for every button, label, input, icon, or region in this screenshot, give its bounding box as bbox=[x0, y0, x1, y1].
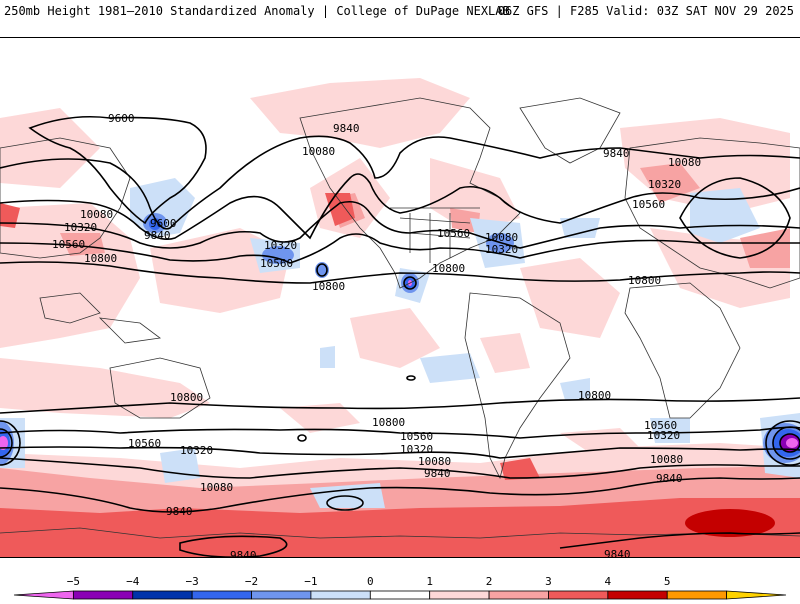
contour-label: 10560 bbox=[644, 419, 677, 432]
anomaly-map: 9600 9840 10080 10080 10320 10560 10800 … bbox=[0, 37, 800, 558]
contour-label: 10800 bbox=[372, 416, 405, 429]
contour-label: 10560 bbox=[437, 227, 470, 240]
contour-label: 10320 bbox=[180, 444, 213, 457]
contour-label: 10080 bbox=[650, 453, 683, 466]
contour-label: 10080 bbox=[302, 145, 335, 158]
negative-anomaly-extreme bbox=[0, 280, 800, 452]
colorbar-cells bbox=[13, 590, 787, 600]
colorbar-tick-label: 4 bbox=[605, 575, 612, 588]
colorbar-tick-label: 2 bbox=[486, 575, 493, 588]
contour-label: 10320 bbox=[264, 239, 297, 252]
contour-label: 10320 bbox=[485, 243, 518, 256]
colorbar-cell bbox=[251, 590, 312, 600]
colorbar-tick-label: −3 bbox=[186, 575, 199, 588]
contour-label: 9600 bbox=[108, 112, 135, 125]
colorbar-tick-label: −1 bbox=[304, 575, 317, 588]
contour-labels: 9600 9840 10080 10080 10320 10560 10800 … bbox=[52, 112, 701, 558]
contour-label: 10320 bbox=[400, 443, 433, 456]
contour-label: 10560 bbox=[128, 437, 161, 450]
colorbar-cell bbox=[607, 590, 668, 600]
colorbar-tick-label: −4 bbox=[126, 575, 140, 588]
contour-label: 10320 bbox=[647, 429, 680, 442]
model-valid-time: 06Z GFS | F285 Valid: 03Z SAT NOV 29 202… bbox=[497, 4, 794, 18]
contour-label: 9840 bbox=[603, 147, 630, 160]
height-contours bbox=[0, 116, 800, 557]
colorbar-tick-label: 0 bbox=[367, 575, 374, 588]
positive-anomaly-max bbox=[685, 509, 775, 537]
contour-label: 10800 bbox=[432, 262, 465, 275]
contour-label: 10800 bbox=[84, 252, 117, 265]
colorbar-cell bbox=[548, 590, 609, 600]
colorbar-tick-label: −5 bbox=[67, 575, 80, 588]
contour-label: 9840 bbox=[656, 472, 683, 485]
colorbar-cell bbox=[666, 590, 728, 600]
contour-label: 10080 bbox=[200, 481, 233, 494]
contour-label: 9840 bbox=[604, 548, 631, 558]
contour-label: 9840 bbox=[333, 122, 360, 135]
contour-label: 10560 bbox=[400, 430, 433, 443]
colorbar-cell bbox=[488, 590, 549, 600]
map-title: 250mb Height 1981–2010 Standardized Anom… bbox=[4, 4, 510, 18]
contour-label: 10560 bbox=[632, 198, 665, 211]
colorbar-cell bbox=[369, 590, 431, 600]
contour-label: 10800 bbox=[578, 389, 611, 402]
contour-label: 10080 bbox=[80, 208, 113, 221]
contour-label: 9840 bbox=[166, 505, 193, 518]
colorbar-canvas: −5 −4 −3 −2 −1 0 1 2 3 4 5 bbox=[13, 575, 787, 600]
colorbar-cell bbox=[72, 590, 134, 600]
colorbar-cell bbox=[726, 590, 787, 600]
contour-label: 9840 bbox=[144, 229, 171, 242]
colorbar-cell bbox=[429, 590, 490, 600]
contour-label: 10320 bbox=[648, 178, 681, 191]
colorbar-cell bbox=[13, 590, 74, 600]
contour-label: 9840 bbox=[230, 549, 257, 558]
colorbar-tick-label: 5 bbox=[664, 575, 671, 588]
contour-label: 10320 bbox=[64, 221, 97, 234]
colorbar-cell bbox=[310, 590, 371, 600]
colorbar-cell bbox=[191, 590, 252, 600]
contour-label: 10080 bbox=[418, 455, 451, 468]
contour-label: 10800 bbox=[628, 274, 661, 287]
contour-label: 10080 bbox=[485, 231, 518, 244]
anomaly-colorbar: −5 −4 −3 −2 −1 0 1 2 3 4 5 bbox=[0, 570, 800, 600]
contour-label: 9840 bbox=[424, 467, 451, 480]
contour-label: 10800 bbox=[170, 391, 203, 404]
contour-label: 9600 bbox=[150, 217, 177, 230]
colorbar-tick-label: 1 bbox=[426, 575, 433, 588]
negative-anomaly-light bbox=[0, 178, 800, 508]
contour-label: 10080 bbox=[668, 156, 701, 169]
colorbar-tick-label: −2 bbox=[245, 575, 258, 588]
colorbar-ticks: −5 −4 −3 −2 −1 0 1 2 3 4 5 bbox=[67, 575, 671, 588]
contour-label: 10800 bbox=[312, 280, 345, 293]
colorbar-tick-label: 3 bbox=[545, 575, 552, 588]
contour-label: 10560 bbox=[260, 257, 293, 270]
colorbar-cell bbox=[132, 590, 193, 600]
map-canvas: 9600 9840 10080 10080 10320 10560 10800 … bbox=[0, 78, 800, 558]
contour-label: 10560 bbox=[52, 238, 85, 251]
